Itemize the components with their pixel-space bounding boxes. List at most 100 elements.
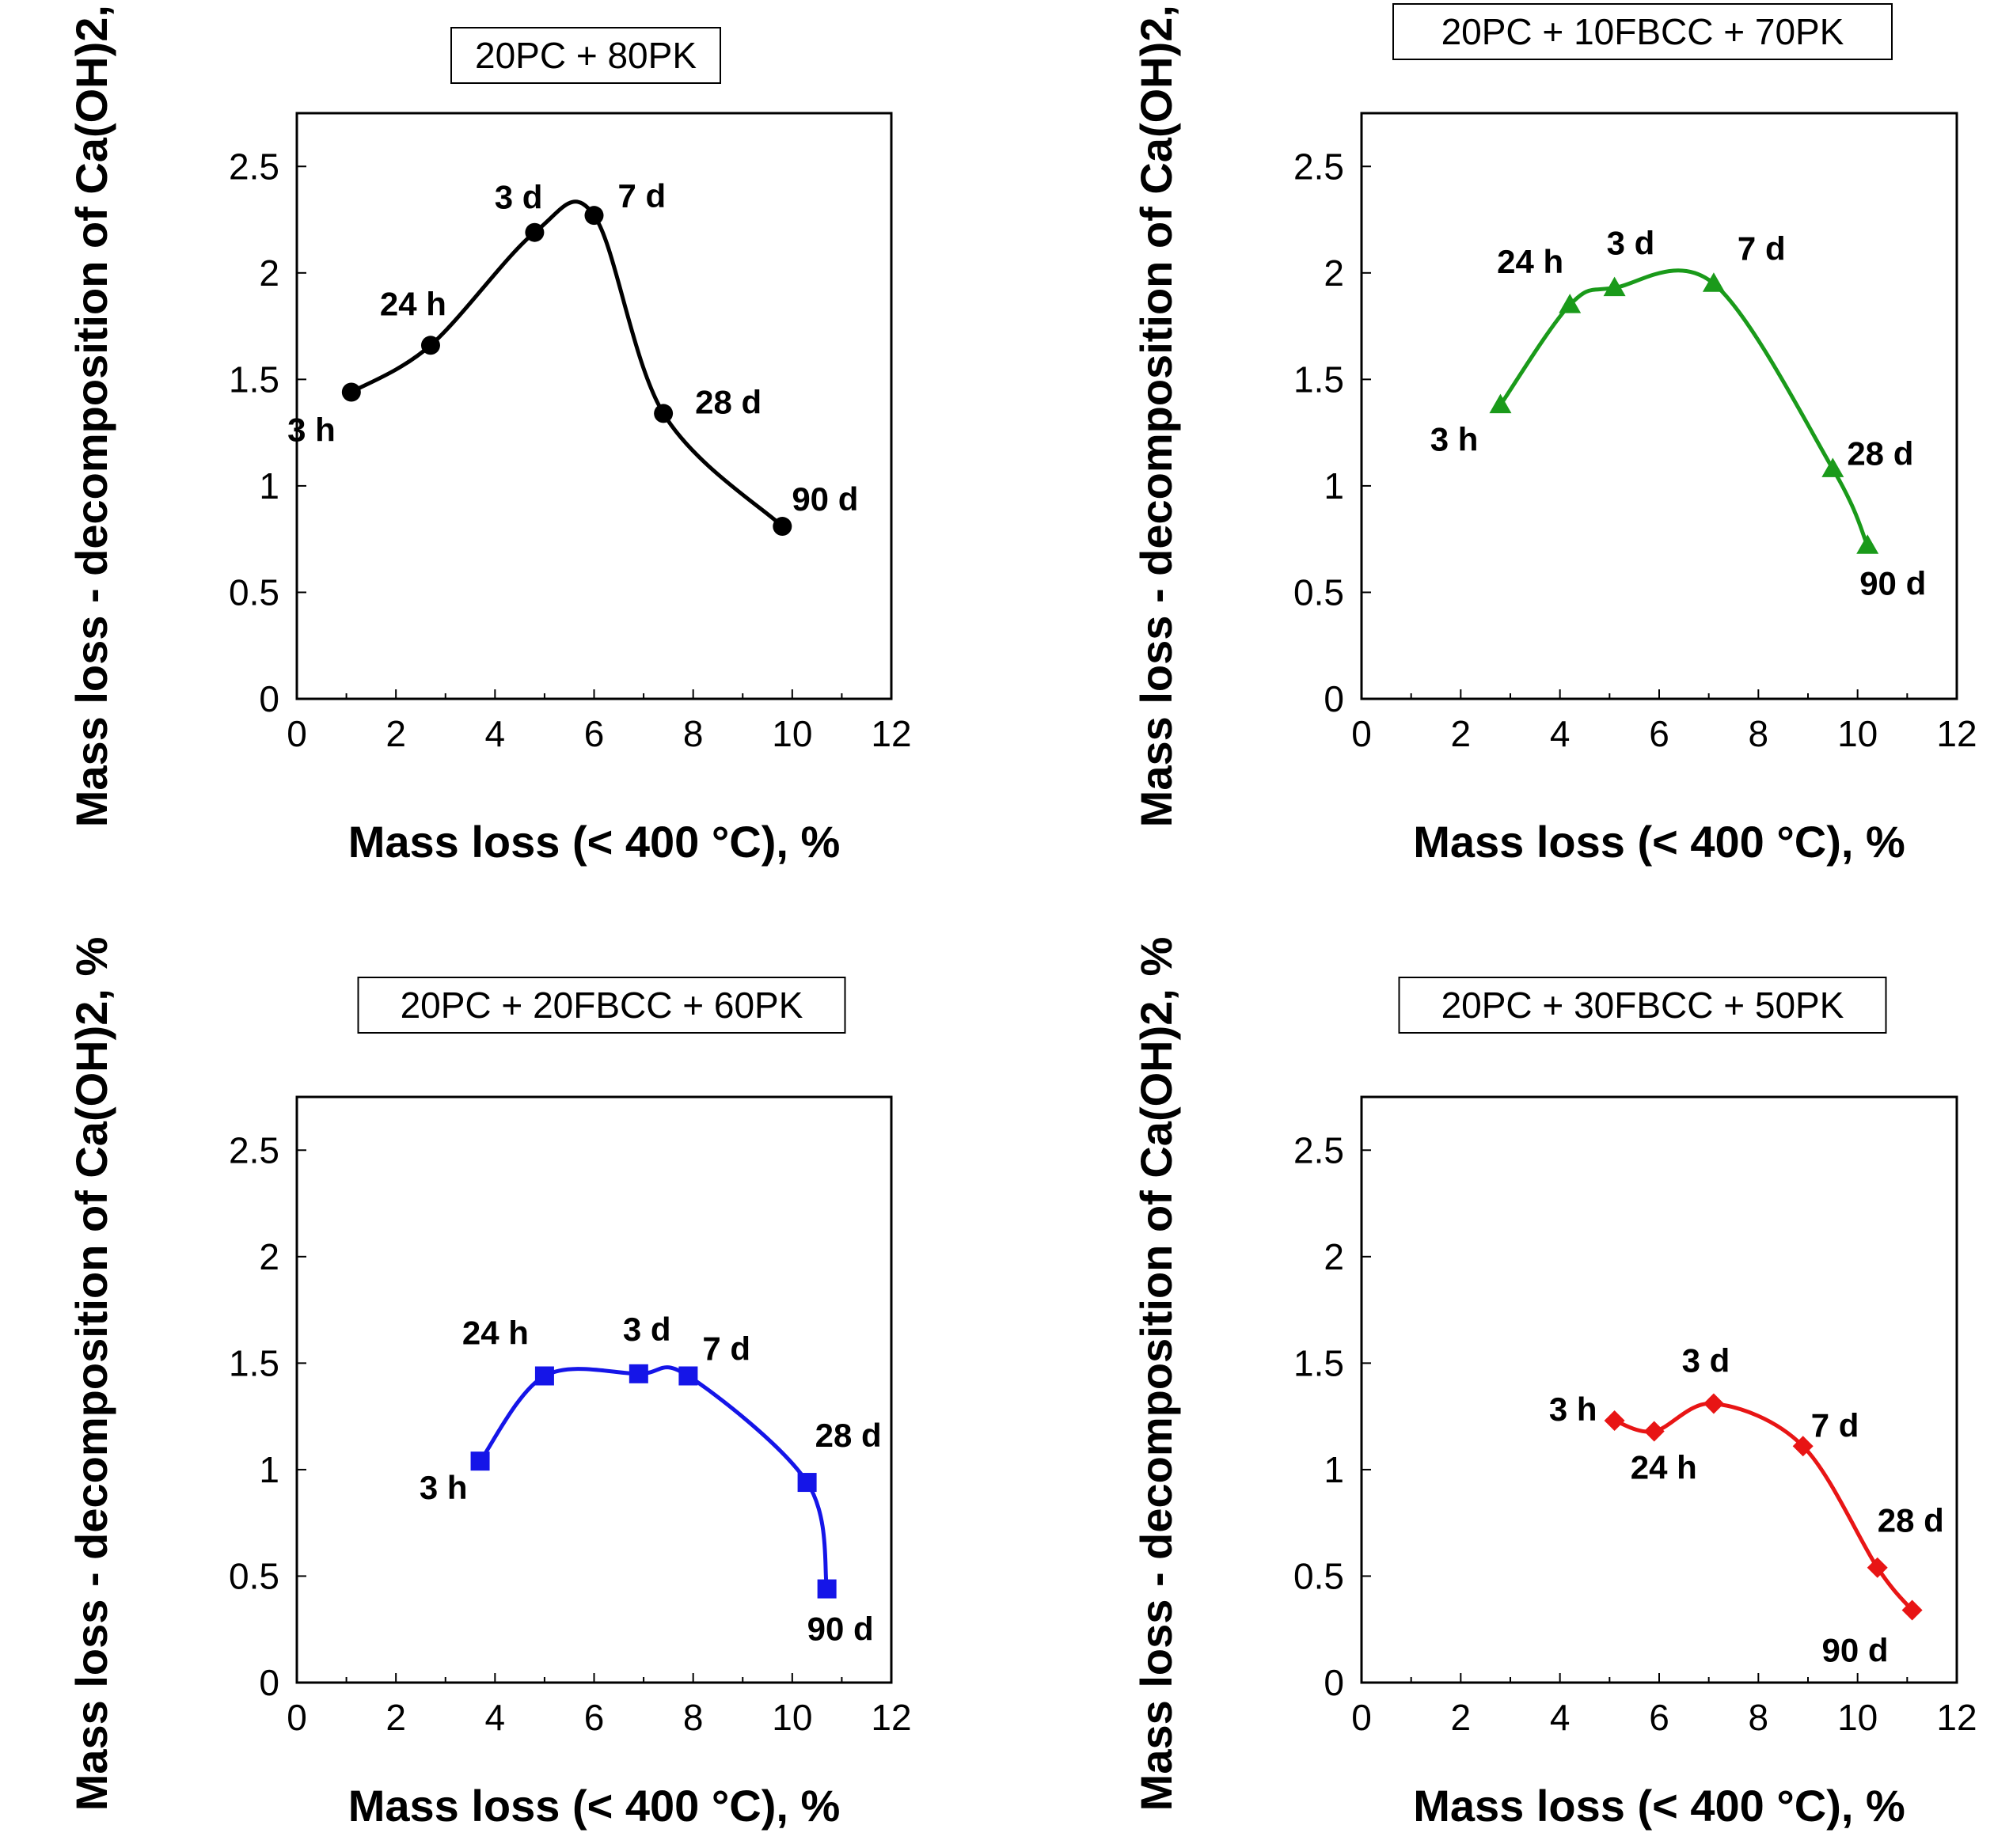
data-label: 7 d [702, 1330, 750, 1368]
data-label: 24 h [462, 1315, 529, 1352]
y-tick-label: 0.5 [229, 571, 279, 613]
data-point [1867, 1557, 1888, 1578]
chart-title-box: 20PC + 30FBCC + 50PK [1398, 977, 1887, 1034]
y-axis-title: Mass loss - decomposition of Ca(OH)2, % [1131, 0, 1181, 827]
x-tick-label: 6 [1649, 1697, 1669, 1738]
data-label: 7 d [1811, 1406, 1859, 1444]
data-point [584, 206, 604, 226]
series-line [1498, 268, 1870, 547]
x-tick-label: 4 [485, 713, 506, 754]
x-axis-title: Mass loss (< 400 °C), % [348, 817, 841, 867]
x-tick-label: 2 [1451, 1697, 1472, 1738]
x-tick-label: 0 [287, 713, 307, 754]
chart-panel-3: 20PC + 20FBCC + 60PK 0 2 4 6 8 10 12 0 0.5 1 1.5 2 2.… [66, 937, 912, 1831]
data-label: 3 h [1549, 1391, 1597, 1428]
x-tick-label: 2 [1451, 713, 1472, 754]
data-point [817, 1579, 837, 1599]
x-tick-label: 6 [1649, 713, 1669, 754]
plot-frame [295, 112, 893, 700]
y-tick-label: 0.5 [229, 1555, 279, 1596]
y-tick-label: 0 [1324, 1662, 1344, 1703]
chart-title: 20PC + 10FBCC + 70PK [1441, 11, 1844, 52]
data-label: 3 d [1682, 1341, 1730, 1379]
plot-frame [1360, 1095, 1958, 1684]
data-point [470, 1451, 490, 1471]
y-tick-label: 0 [259, 1662, 279, 1703]
x-tick-label: 12 [1936, 1697, 1977, 1738]
chart-title: 20PC + 80PK [475, 35, 697, 76]
y-tick-label: 2.5 [229, 1129, 279, 1171]
data-label: 7 d [618, 177, 667, 214]
chart-title-frame [1392, 3, 1893, 60]
data-point [341, 382, 361, 402]
data-label: 24 h [1631, 1448, 1697, 1486]
data-label: 3 d [495, 179, 543, 216]
data-label: 3 h [287, 412, 336, 449]
data-point [797, 1473, 817, 1493]
x-axis-title: Mass loss (< 400 °C), % [348, 1781, 841, 1831]
data-label: 90 d [1822, 1632, 1889, 1669]
data-label: 90 d [1859, 564, 1926, 601]
y-tick-label: 2 [1324, 1236, 1344, 1277]
x-tick-label: 0 [1351, 713, 1372, 754]
data-point [534, 1366, 554, 1386]
x-tick-label: 6 [584, 1697, 605, 1738]
data-label: 3 d [623, 1311, 671, 1348]
data-point [1603, 276, 1626, 297]
x-tick-label: 12 [871, 713, 911, 754]
data-label: 3 h [420, 1469, 468, 1506]
x-tick-label: 6 [584, 713, 605, 754]
x-tick-label: 4 [1550, 713, 1571, 754]
y-tick-label: 2.5 [1293, 146, 1344, 187]
x-tick-label: 4 [1550, 1697, 1571, 1738]
data-label: 7 d [1738, 230, 1786, 267]
data-label: 24 h [380, 285, 446, 322]
x-axis-title: Mass loss (< 400 °C), % [1413, 1781, 1905, 1831]
x-tick-label: 12 [1936, 713, 1977, 754]
x-tick-label: 10 [772, 713, 812, 754]
data-label: 28 d [695, 383, 762, 420]
y-tick-label: 1 [1324, 465, 1344, 507]
data-point [1821, 457, 1844, 477]
y-axis-title: Mass loss - decomposition of Ca(OH)2, % [66, 0, 116, 827]
series-line [478, 1365, 830, 1590]
y-tick-label: 0.5 [1293, 571, 1344, 613]
chart-title-frame [357, 977, 846, 1034]
y-tick-label: 0 [1324, 678, 1344, 719]
data-label: 90 d [807, 1611, 874, 1648]
x-tick-label: 2 [386, 1697, 406, 1738]
chart-title: 20PC + 30FBCC + 50PK [1441, 985, 1844, 1026]
data-point [1856, 534, 1879, 554]
chart-title-frame [1398, 977, 1887, 1034]
data-point [629, 1364, 648, 1383]
data-point [1792, 1436, 1814, 1457]
y-tick-label: 0.5 [1293, 1555, 1344, 1596]
y-tick-label: 1.5 [1293, 1342, 1344, 1383]
x-tick-label: 4 [485, 1697, 506, 1738]
data-point [420, 336, 440, 355]
y-tick-label: 1.5 [229, 1342, 279, 1383]
data-point [1604, 1410, 1625, 1432]
x-tick-label: 10 [772, 1697, 812, 1738]
y-tick-label: 0 [259, 678, 279, 719]
data-label: 28 d [1878, 1502, 1944, 1539]
chart-panel-2: 20PC + 10FBCC + 70PK 0 2 4 6 8 10 12 0 0.5 1 1.5 2 2.… [1131, 0, 1977, 867]
data-point [1901, 1599, 1923, 1621]
x-tick-label: 8 [683, 1697, 704, 1738]
y-tick-label: 2 [1324, 252, 1344, 294]
y-tick-label: 2.5 [229, 146, 279, 187]
x-axis-title: Mass loss (< 400 °C), % [1413, 817, 1905, 867]
chart-title-box: 20PC + 80PK [450, 27, 721, 84]
x-tick-label: 8 [1749, 713, 1769, 754]
data-point [1702, 272, 1725, 292]
plot-frame [1360, 112, 1958, 700]
y-tick-label: 2 [259, 252, 279, 294]
series-line [350, 199, 784, 528]
data-point [1703, 1393, 1724, 1414]
y-axis-title: Mass loss - decomposition of Ca(OH)2, % [66, 937, 116, 1812]
x-tick-label: 12 [871, 1697, 911, 1738]
x-tick-label: 0 [287, 1697, 307, 1738]
data-point [678, 1366, 698, 1386]
chart-title-frame [450, 27, 721, 84]
